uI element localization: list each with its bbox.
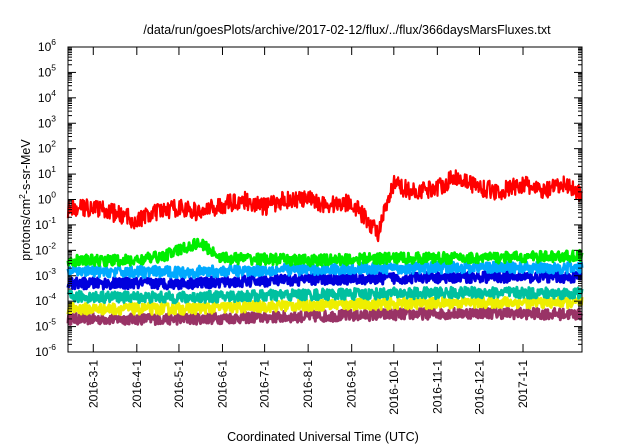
y-tick-label-base: 10 (38, 167, 52, 181)
y-tick-label-exponent: -6 (48, 342, 56, 352)
y-tick-label: 100 (38, 190, 56, 207)
series-layer (66, 169, 584, 326)
y-tick-label-exponent: 6 (51, 37, 56, 47)
y-tick-label-exponent: 5 (51, 62, 56, 72)
y-axis-label-rest: -s-sr-MeV (19, 139, 33, 195)
x-tick-label: 2016-5-1 (172, 360, 186, 408)
y-tick-label-base: 10 (38, 142, 52, 156)
y-tick-label: 10-5 (35, 317, 56, 334)
flux-series-line (66, 285, 584, 305)
y-tick-label: 10-2 (35, 240, 56, 257)
y-tick-label-exponent: 0 (51, 190, 56, 200)
y-tick-label-exponent: 2 (51, 139, 56, 149)
y-tick-label-exponent: -1 (48, 215, 56, 225)
flux-series-line (66, 306, 584, 326)
flux-series-line (66, 260, 584, 279)
y-tick-label: 103 (38, 113, 56, 130)
y-axis-label: protons/cm2-s-sr-MeV (17, 139, 33, 261)
y-tick-label: 101 (38, 164, 56, 181)
y-tick-label-exponent: 3 (51, 113, 56, 123)
x-tick-label: 2016-8-1 (301, 360, 315, 408)
y-tick-label: 10-6 (35, 342, 56, 359)
y-tick-label-base: 10 (35, 243, 49, 257)
x-tick-label: 2016-4-1 (130, 360, 144, 408)
x-tick-label: 2016-10-1 (387, 360, 401, 415)
x-tick-label: 2017-1-1 (516, 360, 530, 408)
y-tick-label-exponent: -5 (48, 317, 56, 327)
y-tick-label-base: 10 (38, 193, 52, 207)
y-tick-label: 10-4 (35, 291, 56, 308)
y-tick-label-exponent: 4 (51, 88, 56, 98)
x-tick-label: 2016-3-1 (86, 360, 100, 408)
y-tick-label-base: 10 (35, 269, 49, 283)
y-tick-label-exponent: 1 (51, 164, 56, 174)
y-tick-label-base: 10 (35, 294, 49, 308)
x-tick-label: 2016-11-1 (430, 360, 444, 414)
x-tick-label: 2016-9-1 (345, 360, 359, 408)
y-tick-label-base: 10 (38, 40, 52, 54)
y-tick-label-base: 10 (35, 320, 49, 334)
y-axis: 10-610-510-410-310-210-11001011021031041… (35, 37, 582, 359)
y-tick-label-base: 10 (35, 345, 49, 359)
y-axis-label-exponent: 2 (17, 194, 27, 199)
y-tick-label: 10-3 (35, 266, 56, 283)
y-tick-label: 105 (38, 62, 56, 79)
y-axis-label-base: protons/cm (19, 199, 33, 261)
x-tick-label: 2016-12-1 (472, 360, 486, 415)
y-tick-label-base: 10 (38, 116, 52, 130)
y-tick-label: 106 (38, 37, 56, 54)
y-tick-label-exponent: -2 (48, 240, 56, 250)
y-tick-label-base: 10 (35, 218, 49, 232)
y-tick-label: 104 (38, 88, 56, 105)
x-tick-label: 2016-6-1 (215, 360, 229, 408)
y-tick-label: 10-1 (35, 215, 56, 232)
flux-series-line (66, 295, 584, 316)
x-axis: 2016-3-1 2016-4-1 2016-5-1 2016-6-1 2016-7-1… (86, 47, 530, 415)
y-tick-label: 102 (38, 139, 56, 156)
flux-series-line (66, 237, 584, 268)
y-tick-label-exponent: -4 (48, 291, 56, 301)
y-tick-label-exponent: -3 (48, 266, 56, 276)
flux-series-line (66, 169, 584, 243)
x-axis-label: Coordinated Universal Time (UTC) (227, 430, 419, 444)
y-tick-label-base: 10 (38, 65, 52, 79)
chart-title: /data/run/goesPlots/archive/2017-02-12/f… (143, 23, 551, 37)
y-tick-label-base: 10 (38, 91, 52, 105)
x-tick-label: 2016-7-1 (258, 360, 272, 408)
